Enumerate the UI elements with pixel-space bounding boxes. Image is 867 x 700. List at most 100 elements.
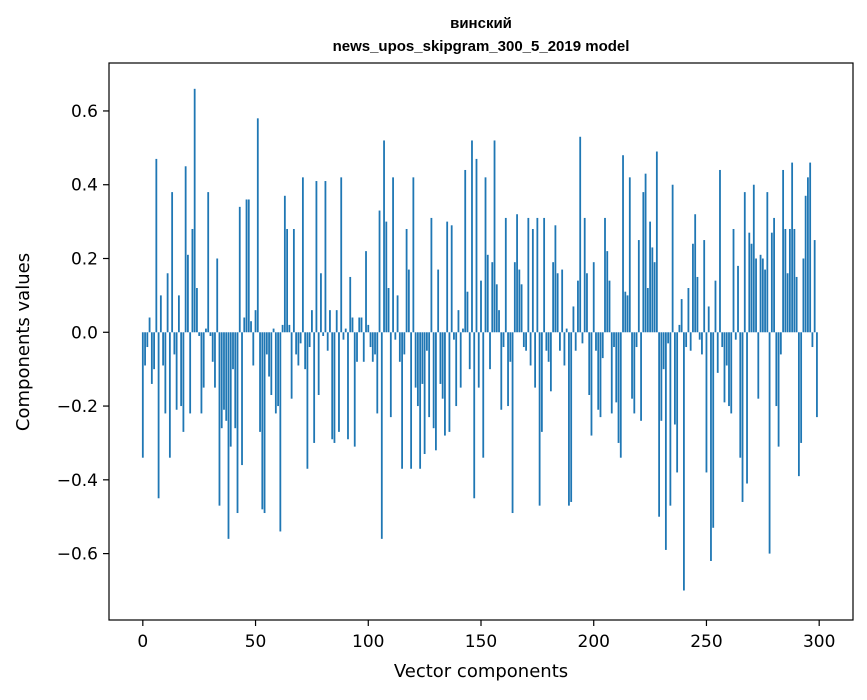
- bar: [664, 332, 667, 550]
- bar: [306, 332, 309, 469]
- bar: [680, 299, 683, 333]
- bar: [671, 184, 674, 333]
- bar: [565, 328, 568, 333]
- bar: [757, 332, 760, 399]
- bar: [538, 332, 541, 506]
- bar: [498, 310, 500, 333]
- bar: [250, 321, 252, 333]
- bar: [416, 332, 419, 407]
- bar: [322, 332, 325, 336]
- bar: [317, 332, 320, 395]
- bar: [714, 280, 717, 333]
- bar: [482, 332, 485, 458]
- bar: [518, 269, 521, 333]
- bar: [628, 177, 631, 333]
- bar: [471, 140, 473, 333]
- bar: [752, 184, 755, 333]
- bar: [398, 332, 401, 362]
- bar: [601, 332, 604, 359]
- bar: [270, 332, 273, 395]
- x-axis-ticks: 0 50 100 150 200 250 300: [137, 620, 835, 652]
- bar: [737, 265, 739, 333]
- bar: [297, 332, 300, 366]
- bar: [320, 273, 322, 333]
- bar: [349, 276, 352, 333]
- bar: [779, 332, 782, 355]
- bar: [750, 243, 753, 333]
- bar: [362, 332, 365, 362]
- bar: [182, 332, 185, 432]
- bar: [196, 288, 198, 333]
- bar: [516, 214, 518, 333]
- bar: [651, 247, 654, 333]
- bar: [561, 269, 564, 333]
- y-tick-label: 0.2: [71, 250, 98, 270]
- bar: [658, 332, 661, 517]
- bar: [813, 240, 816, 333]
- bar: [360, 317, 363, 333]
- bar: [547, 332, 550, 362]
- bar: [238, 206, 241, 333]
- bar: [301, 177, 304, 333]
- bar: [507, 332, 509, 407]
- chart-title-line-2: news_upos_skipgram_300_5_2019 model: [333, 38, 630, 55]
- bar: [385, 221, 388, 333]
- bar: [653, 262, 656, 333]
- bar: [464, 169, 467, 333]
- bar: [304, 332, 307, 370]
- bar: [466, 291, 469, 333]
- bar: [732, 228, 735, 333]
- bar: [344, 328, 347, 333]
- bar: [367, 324, 370, 333]
- bar: [712, 332, 715, 528]
- bar: [633, 332, 636, 414]
- bar: [189, 332, 192, 414]
- bar: [606, 251, 609, 333]
- bar: [586, 273, 588, 333]
- bar: [353, 332, 356, 447]
- bar: [552, 262, 555, 333]
- bar: [272, 328, 275, 333]
- bar: [646, 288, 649, 333]
- bar: [773, 217, 775, 333]
- bar: [480, 280, 482, 333]
- bar: [678, 324, 681, 333]
- bars-group: [141, 88, 818, 591]
- bar: [604, 217, 606, 333]
- bar: [595, 332, 597, 351]
- bar: [236, 332, 239, 514]
- bar: [279, 332, 282, 532]
- bar: [347, 332, 349, 440]
- bar: [554, 225, 557, 333]
- bar: [166, 273, 169, 333]
- bar: [209, 332, 212, 336]
- bar: [410, 332, 413, 469]
- bar: [191, 228, 194, 333]
- bar: [644, 173, 647, 333]
- bar: [734, 332, 737, 340]
- bar: [631, 332, 633, 399]
- bar: [637, 240, 640, 333]
- bar: [500, 332, 503, 410]
- bar: [694, 214, 697, 333]
- bar: [685, 332, 688, 348]
- bar: [455, 332, 458, 407]
- bar: [531, 228, 534, 333]
- x-tick-label: 200: [578, 632, 610, 652]
- bar: [387, 288, 390, 333]
- bar: [577, 280, 579, 333]
- y-tick-label: 0.4: [71, 176, 98, 196]
- bar: [414, 332, 417, 388]
- y-tick-label: 0.6: [71, 102, 98, 122]
- bar: [164, 332, 167, 414]
- bar: [809, 162, 812, 333]
- bar: [527, 217, 530, 333]
- bar: [232, 332, 234, 370]
- bar: [457, 310, 460, 333]
- bar: [392, 177, 394, 333]
- bar: [292, 228, 295, 333]
- bar: [649, 221, 651, 333]
- bar: [225, 332, 228, 421]
- bar: [559, 332, 561, 351]
- bar: [173, 332, 176, 355]
